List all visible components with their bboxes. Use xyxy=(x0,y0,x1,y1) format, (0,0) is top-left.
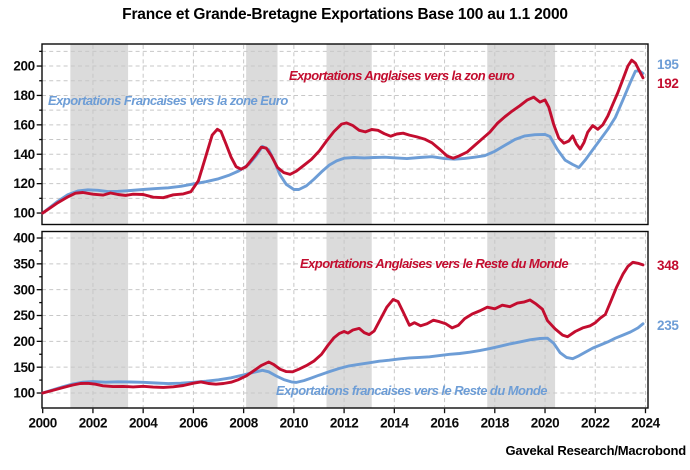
recession-band xyxy=(487,231,556,408)
y-tick-label: 100 xyxy=(13,206,34,221)
series-label-uk-reste-du-monde: Exportations Anglaises vers le Reste du … xyxy=(300,256,569,271)
x-tick-label: 2014 xyxy=(380,416,409,431)
recession-band xyxy=(326,44,372,225)
x-tick-label: 2008 xyxy=(229,416,258,431)
end-value-label-france-reste-du-monde: 235 xyxy=(657,318,679,333)
x-tick-label: 2006 xyxy=(179,416,208,431)
series-line-france-row xyxy=(41,322,645,395)
y-tick-label: 180 xyxy=(13,88,34,103)
recession-band xyxy=(70,44,129,225)
y-tick-label: 200 xyxy=(13,59,34,74)
chart-title: France et Grande-Bretagne Exportations B… xyxy=(122,6,568,23)
y-tick-label: 160 xyxy=(13,117,34,132)
x-tick-label: 2000 xyxy=(28,416,56,431)
x-tick-label: 2018 xyxy=(481,416,510,431)
recession-band xyxy=(246,44,278,225)
panel-exportations-zone-euro: 100 120 140 160 180 200 xyxy=(13,43,649,226)
panel-border xyxy=(41,43,649,226)
series-label-uk-zone-euro: Exportations Anglaises vers la zon euro xyxy=(289,68,515,83)
panel-border xyxy=(41,230,649,409)
x-tick-label: 2020 xyxy=(531,416,559,431)
y-tick-label: 350 xyxy=(13,256,34,271)
x-axis: 2000 2002 2004 2006 2008 2010 2012 2014 2016 2018… xyxy=(28,408,661,431)
source-credit: Gavekal Research/Macrobond xyxy=(505,443,687,458)
y-tick-label: 140 xyxy=(13,147,34,162)
x-tick-label: 2016 xyxy=(430,416,459,431)
series-label-france-reste-du-monde: Exportations francaises vers le Reste du… xyxy=(276,383,547,398)
y-tick-label: 200 xyxy=(13,334,34,349)
y-tick-label: 400 xyxy=(13,231,34,246)
y-tick-label: 250 xyxy=(13,308,34,323)
series-line-uk-row xyxy=(41,260,645,395)
y-tick-label: 300 xyxy=(13,282,34,297)
x-tick-label: 2024 xyxy=(631,416,660,431)
series-line-uk-euro xyxy=(41,58,645,215)
x-tick-label: 2010 xyxy=(280,416,308,431)
x-tick-label: 2022 xyxy=(581,416,609,431)
y-tick-label: 150 xyxy=(13,360,34,375)
recession-band xyxy=(70,231,129,408)
x-tick-label: 2004 xyxy=(129,416,158,431)
end-value-label-uk-euro: 192 xyxy=(657,76,679,91)
series-line-france-euro xyxy=(41,69,645,215)
recession-band xyxy=(326,231,372,408)
panel-exportations-reste-du-monde: 100 150 200 250 300 350 400 xyxy=(13,230,649,409)
end-value-label-uk-reste-du-monde: 348 xyxy=(657,258,679,273)
y-tick-label: 100 xyxy=(13,386,34,401)
y-tick-label: 120 xyxy=(13,176,34,191)
x-tick-label: 2002 xyxy=(79,416,107,431)
end-value-label-france-euro: 195 xyxy=(657,57,679,72)
x-tick-label: 2012 xyxy=(330,416,358,431)
series-label-france-zone-euro: Exportations Francaises vers la zone Eur… xyxy=(48,93,288,108)
recession-band xyxy=(246,231,278,408)
